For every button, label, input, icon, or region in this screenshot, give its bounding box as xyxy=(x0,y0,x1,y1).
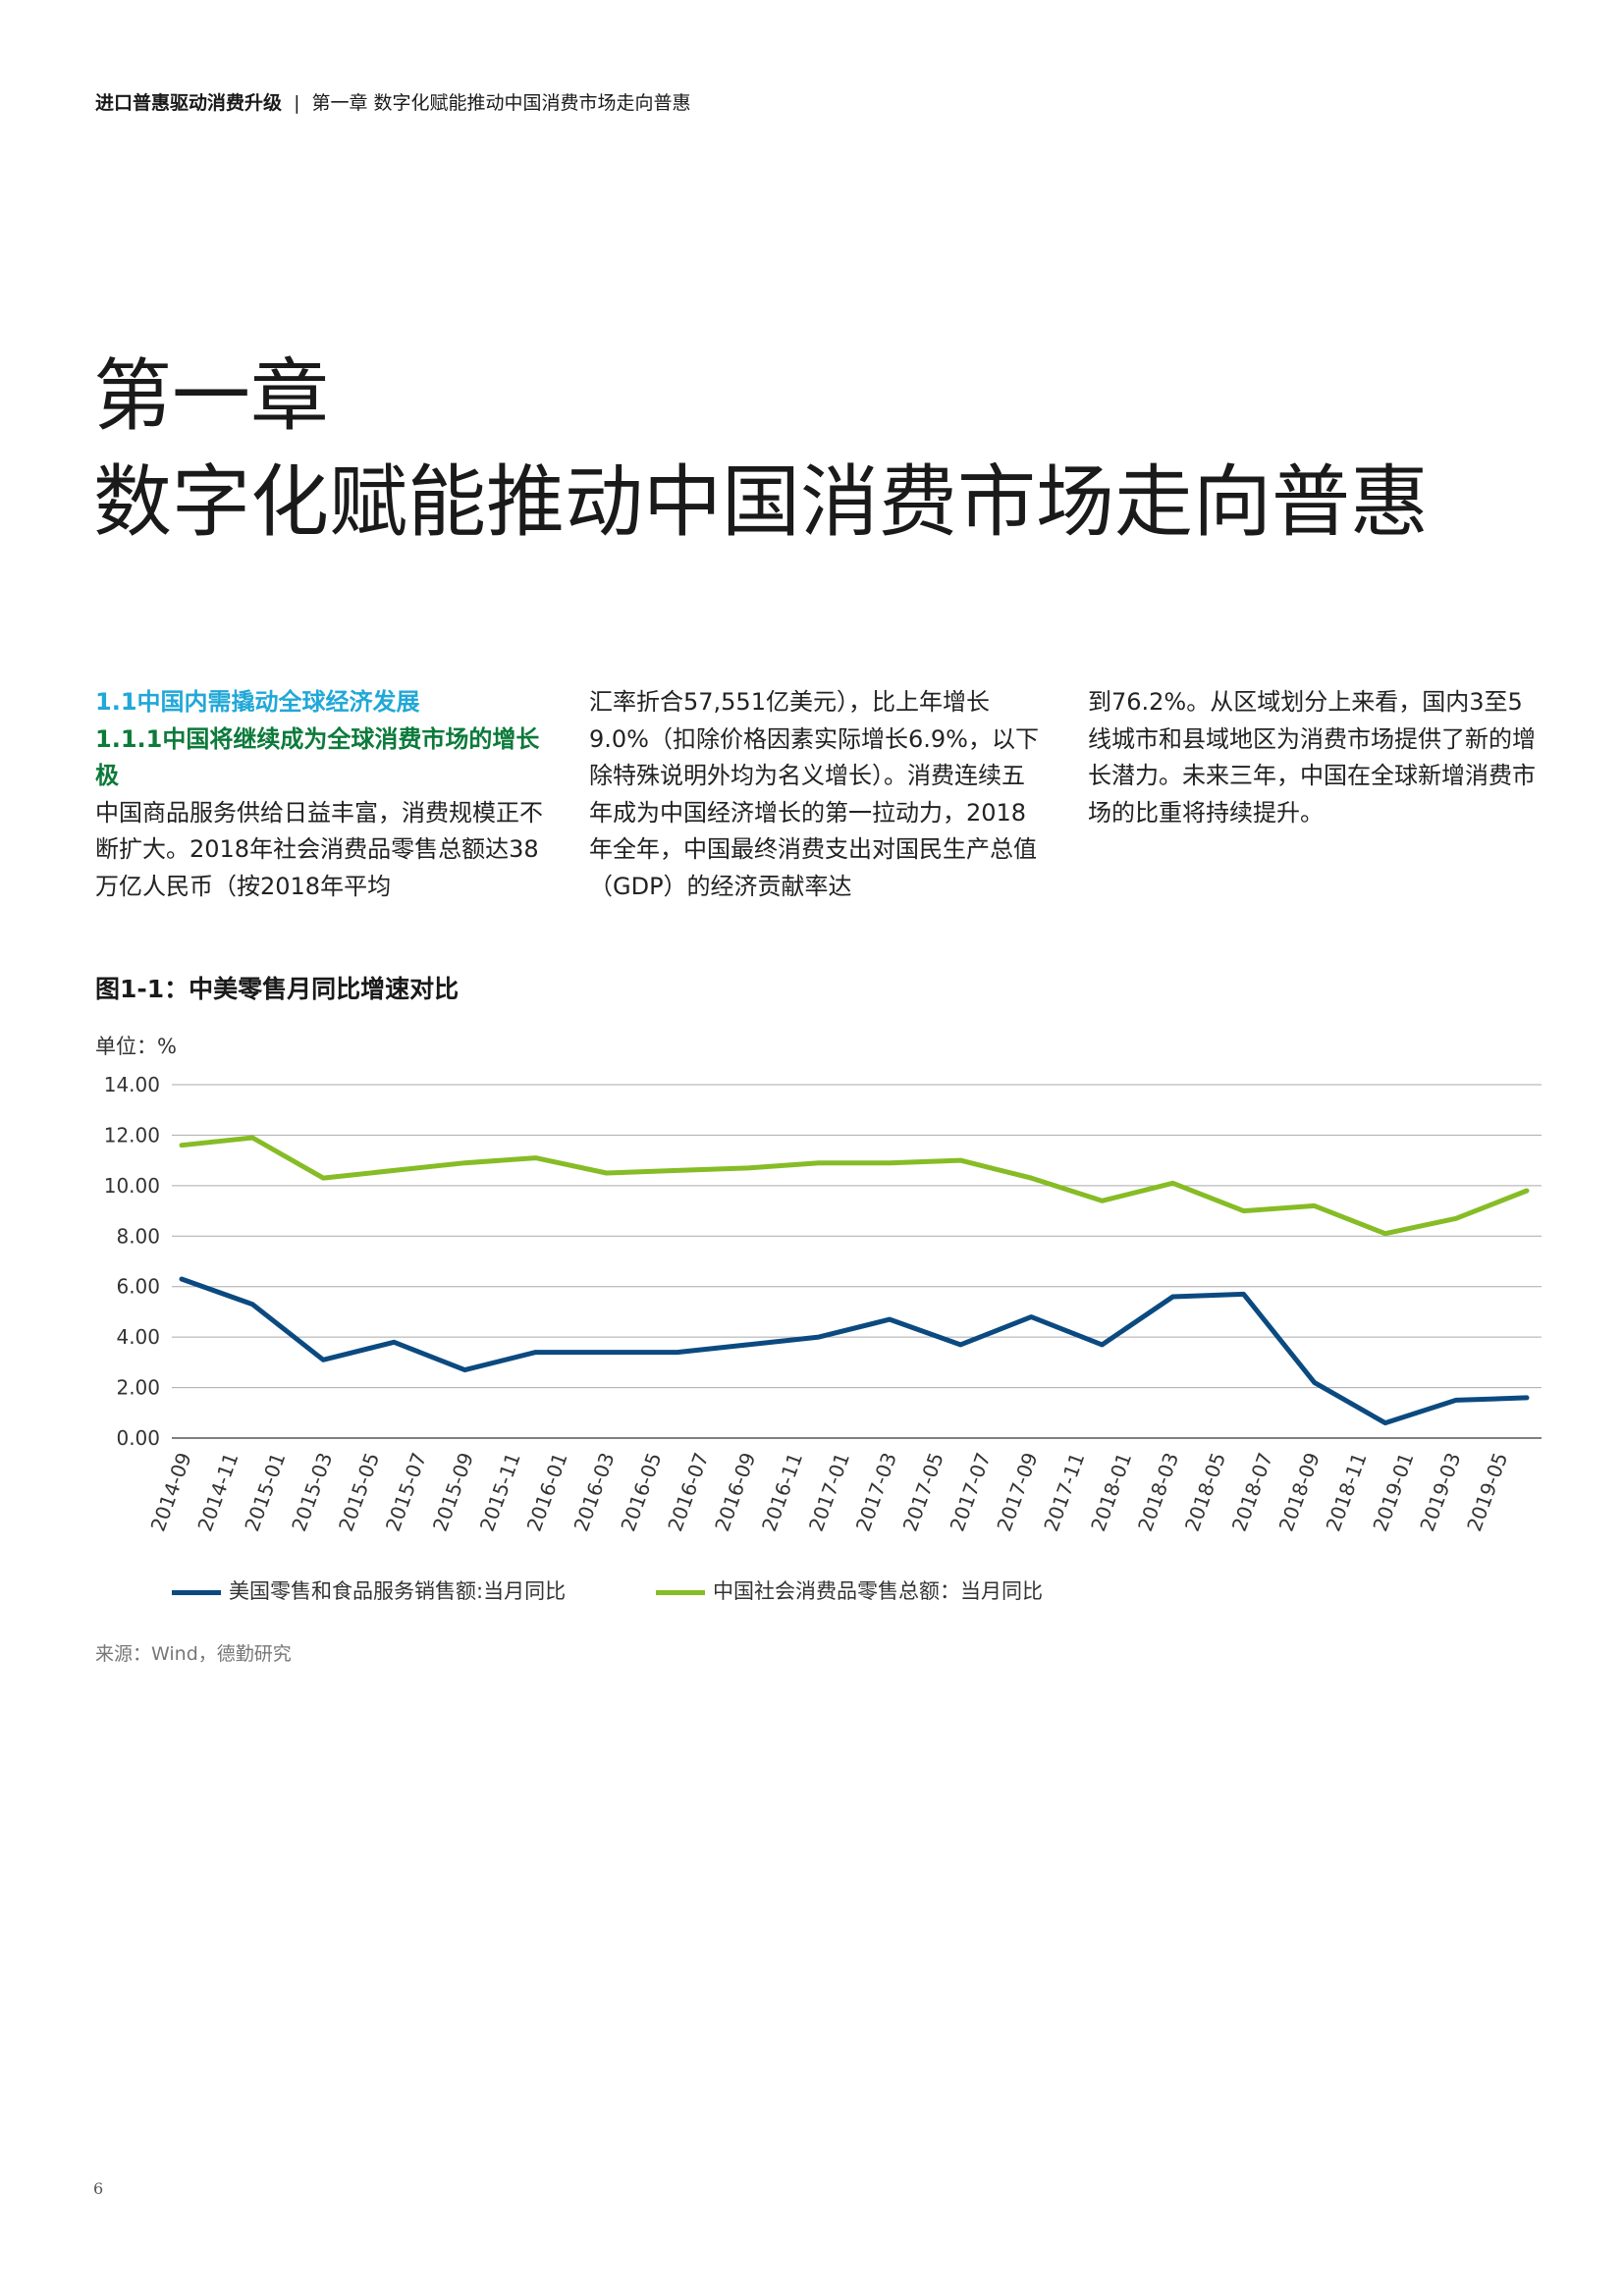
x-tick-label: 2018-05 xyxy=(1180,1450,1230,1535)
header-separator: | xyxy=(294,92,300,114)
x-tick-label: 2017-07 xyxy=(946,1450,996,1535)
x-tick-label: 2019-01 xyxy=(1368,1450,1418,1535)
x-tick-label: 2017-01 xyxy=(804,1450,854,1535)
y-tick-label: 14.00 xyxy=(104,1073,160,1096)
legend-swatch-us xyxy=(172,1589,221,1595)
x-tick-label: 2016-07 xyxy=(663,1450,713,1535)
x-tick-label: 2016-01 xyxy=(522,1450,572,1535)
section-heading-1-1: 1.1中国内需撬动全球经济发展 xyxy=(95,688,420,716)
legend-swatch-cn xyxy=(656,1589,705,1595)
x-tick-label: 2017-11 xyxy=(1039,1450,1089,1535)
x-tick-label: 2014-11 xyxy=(192,1450,243,1535)
x-tick-label: 2018-07 xyxy=(1227,1450,1277,1535)
y-tick-label: 6.00 xyxy=(116,1275,160,1299)
legend-item-cn: 中国社会消费品零售总额：当月同比 xyxy=(656,1575,1043,1605)
figure-source: 来源：Wind，德勤研究 xyxy=(95,1643,292,1665)
y-tick-label: 10.00 xyxy=(104,1174,160,1198)
x-tick-label: 2017-05 xyxy=(898,1450,948,1535)
series-line-us xyxy=(179,1276,1530,1426)
x-tick-label: 2015-01 xyxy=(240,1450,290,1535)
x-tick-label: 2017-09 xyxy=(992,1450,1042,1535)
x-tick-label: 2014-09 xyxy=(146,1450,196,1535)
section-heading-1-1-1: 1.1.1中国将继续成为全球消费市场的增长极 xyxy=(95,724,540,790)
y-tick-label: 12.00 xyxy=(104,1123,160,1147)
x-tick-label: 2015-03 xyxy=(287,1450,337,1535)
report-title: 进口普惠驱动消费升级 xyxy=(95,92,283,114)
y-tick-label: 8.00 xyxy=(116,1224,160,1248)
x-tick-label: 2019-03 xyxy=(1415,1450,1465,1535)
chapter-title: 第一章 数字化赋能推动中国消费市场走向普惠 xyxy=(93,344,1429,556)
legend-item-us: 美国零售和食品服务销售额:当月同比 xyxy=(172,1575,566,1605)
x-tick-label: 2015-07 xyxy=(381,1450,431,1535)
chart-unit-label: 单位：% xyxy=(95,1035,177,1058)
legend-label-cn: 中国社会消费品零售总额：当月同比 xyxy=(713,1579,1043,1603)
paragraph-1: 中国商品服务供给日益丰富，消费规模正不断扩大。2018年社会消费品零售总额达38… xyxy=(95,798,543,900)
page-number: 6 xyxy=(93,2179,104,2198)
x-tick-label: 2016-11 xyxy=(757,1450,807,1535)
legend-label-us: 美国零售和食品服务销售额:当月同比 xyxy=(229,1579,567,1603)
chapter-number: 第一章 xyxy=(93,350,329,442)
x-tick-label: 2016-03 xyxy=(568,1450,619,1535)
x-tick-label: 2018-11 xyxy=(1322,1450,1372,1535)
chapter-name: 数字化赋能推动中国消费市场走向普惠 xyxy=(93,456,1429,548)
running-header: 进口普惠驱动消费升级 | 第一章 数字化赋能推动中国消费市场走向普惠 xyxy=(95,88,691,115)
x-tick-label: 2017-03 xyxy=(851,1450,901,1535)
body-column-2: 汇率折合57,551亿美元），比上年增长9.0%（扣除价格因素实际增长6.9%，… xyxy=(589,688,1039,900)
body-column-1: 1.1中国内需撬动全球经济发展 1.1.1中国将继续成为全球消费市场的增长极 中… xyxy=(95,684,547,905)
x-tick-label: 2018-03 xyxy=(1133,1450,1183,1535)
x-tick-label: 2016-09 xyxy=(710,1450,760,1535)
y-tick-label: 0.00 xyxy=(116,1426,160,1450)
x-tick-label: 2015-09 xyxy=(428,1450,478,1535)
y-tick-label: 2.00 xyxy=(116,1376,160,1400)
x-tick-label: 2018-01 xyxy=(1086,1450,1136,1535)
x-tick-label: 2015-11 xyxy=(475,1450,525,1535)
x-tick-label: 2015-05 xyxy=(334,1450,384,1535)
x-tick-label: 2019-05 xyxy=(1462,1450,1512,1535)
figure-title: 图1-1：中美零售月同比增速对比 xyxy=(95,975,460,1003)
header-chapter: 第一章 数字化赋能推动中国消费市场走向普惠 xyxy=(311,92,691,114)
x-tick-label: 2018-09 xyxy=(1274,1450,1325,1535)
y-tick-label: 4.00 xyxy=(116,1325,160,1349)
series-line-cn xyxy=(179,1135,1530,1237)
x-tick-label: 2016-05 xyxy=(616,1450,666,1535)
line-chart: 0.00 2.00 4.00 6.00 8.00 10.00 12.00 14.00 2014-… xyxy=(104,1073,1542,1535)
body-column-3: 到76.2%。从区域划分上来看，国内3至5线城市和县域地区为消费市场提供了新的增… xyxy=(1088,688,1536,827)
